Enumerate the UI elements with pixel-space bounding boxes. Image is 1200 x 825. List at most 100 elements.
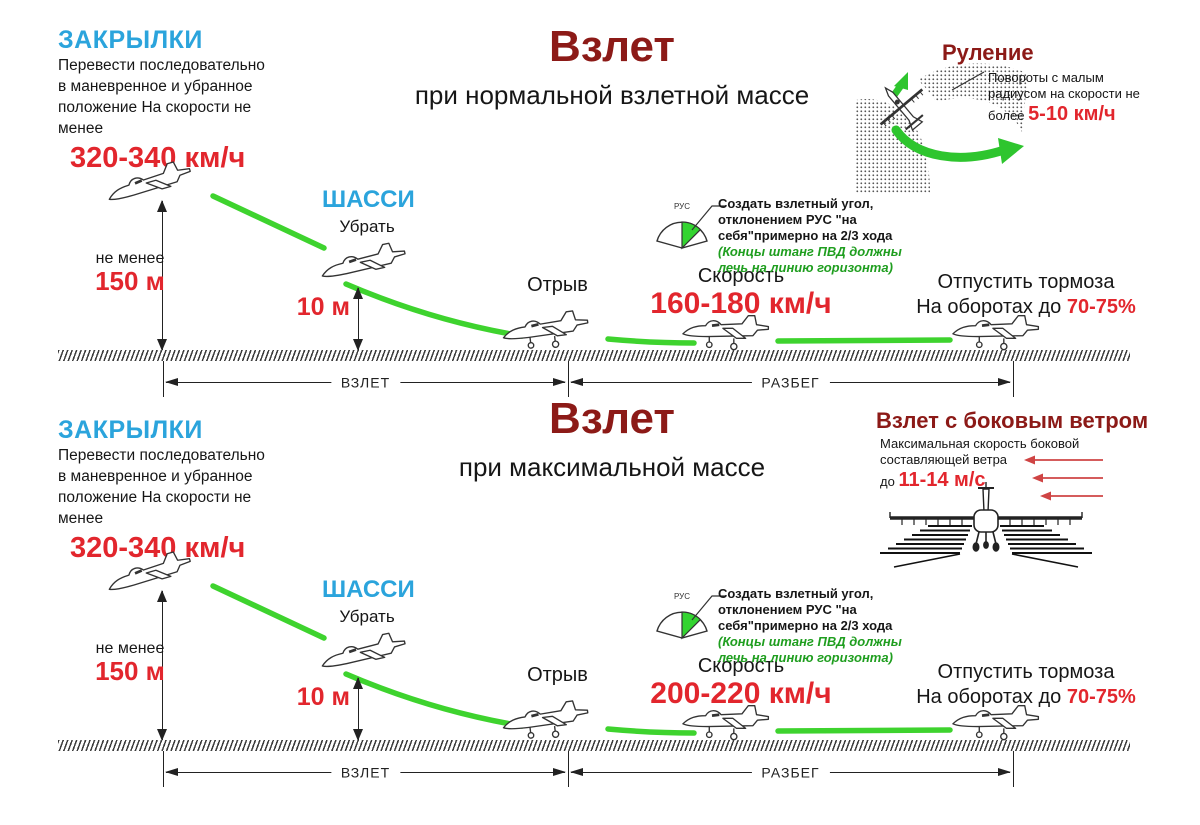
flaps-text-line: в маневренное и убранное <box>58 468 253 485</box>
aircraft-climb-icon <box>108 161 191 201</box>
flaps-heading: ЗАКРЫЛКИ <box>58 26 203 54</box>
gear-action: Убрать <box>339 217 395 236</box>
dim-takeoff: ВЗЛЕТ <box>165 374 566 391</box>
taxiing-diagram-icon <box>856 63 1028 193</box>
altitude-10m-arrow <box>353 677 363 741</box>
brakes-block: Отпустить тормоза На оборотах до 70-75% <box>901 270 1151 320</box>
liftoff-label: Отрыв <box>527 274 588 296</box>
dim-tick <box>163 751 164 787</box>
flaps-text-line: положение На скорости не <box>58 489 252 506</box>
stick-gauge-icon <box>656 595 726 640</box>
gear-heading: ШАССИ <box>322 186 415 213</box>
page-title: Взлет <box>549 22 675 71</box>
page-subtitle: при нормальной взлетной массе <box>414 80 810 110</box>
taxiing-speed-value: 5-10 км/ч <box>1028 103 1116 125</box>
flaps-speed-value: 320-340 км/ч <box>70 142 246 174</box>
crosswind-speed-value: 11-14 м/с <box>898 469 986 491</box>
stick-annotation: Создать взлетный угол, отклонением РУС "… <box>718 586 902 665</box>
aircraft-gear-up-icon <box>321 632 406 668</box>
altitude-10m-label: 10 м <box>296 293 350 321</box>
speed-block: Скорость 200-220 км/ч <box>616 655 866 709</box>
flaps-text-line: менее <box>58 510 104 527</box>
brakes-rpm-value: 70-75% <box>1066 686 1136 708</box>
stick-gauge-icon <box>656 205 726 250</box>
crosswind-speed-prefix: до <box>880 474 899 489</box>
trajectory-line <box>210 583 953 736</box>
taxiing-title: Руление <box>942 40 1034 65</box>
flaps-block: ЗАКРЫЛКИ Перевести последовательно в ман… <box>58 26 265 175</box>
brakes-rpm-value: 70-75% <box>1066 296 1136 318</box>
dim-takeoff: ВЗЛЕТ <box>165 764 566 781</box>
altitude-10m-arrow <box>353 287 363 351</box>
speed-label: Скорость <box>697 265 785 287</box>
trajectory-line <box>210 193 953 346</box>
crosswind-note-line: Максимальная скорость боковой <box>880 436 1080 451</box>
dim-tick <box>568 751 569 787</box>
taxiing-speed-prefix: более <box>988 108 1029 123</box>
dim-run: РАЗБЕГ <box>570 764 1011 781</box>
flaps-text-line: Перевести последовательно <box>58 447 265 464</box>
gear-block: ШАССИ Убрать <box>322 186 415 237</box>
dim-run: РАЗБЕГ <box>570 374 1011 391</box>
stick-gauge-label: РУС <box>674 202 691 211</box>
brakes-line2: На оборотах до 70-75% <box>916 296 1136 318</box>
flaps-text-line: менее <box>58 120 104 137</box>
gear-action: Убрать <box>339 607 395 626</box>
speed-block: Скорость 160-180 км/ч <box>616 265 866 319</box>
taxiing-note-line: Повороты с малым <box>988 70 1104 85</box>
flaps-text-line: в маневренное и убранное <box>58 78 253 95</box>
crosswind-note: Максимальная скорость боковой составляющ… <box>880 436 1079 492</box>
altitude-150m-arrow <box>157 200 167 351</box>
brakes-line1: Отпустить тормоза <box>937 661 1115 683</box>
aircraft-gear-up-icon <box>321 242 406 278</box>
aircraft-climb-icon <box>108 551 191 591</box>
liftoff-label: Отрыв <box>527 664 588 686</box>
brakes-line1: Отпустить тормоза <box>937 271 1115 293</box>
dim-run-label: РАЗБЕГ <box>751 764 830 781</box>
speed-value: 200-220 км/ч <box>650 677 832 710</box>
aircraft-brakes-icon <box>952 314 1040 351</box>
crosswind-note-line: составляющей ветра <box>880 451 1008 467</box>
page-subtitle: при максимальной массе <box>458 452 766 482</box>
speed-value: 160-180 км/ч <box>650 287 832 320</box>
aircraft-topview-icon <box>879 86 924 132</box>
dim-tick <box>1013 361 1014 397</box>
flaps-speed-value: 320-340 км/ч <box>70 532 246 564</box>
wind-arrows-icon <box>1024 455 1103 501</box>
page-title: Взлет <box>549 394 675 443</box>
brakes-line2: На оборотах до 70-75% <box>916 686 1136 708</box>
aircraft-ground-roll-icon <box>682 314 770 351</box>
dim-takeoff-label: ВЗЛЕТ <box>330 374 401 391</box>
flaps-text-line: Перевести последовательно <box>58 57 265 74</box>
runway-ground <box>58 740 1130 751</box>
gear-heading: ШАССИ <box>322 576 415 603</box>
flaps-heading: ЗАКРЫЛКИ <box>58 416 203 444</box>
altitude-150m-label: не менее 150 м <box>95 640 165 686</box>
stick-annotation: Создать взлетный угол, отклонением РУС "… <box>718 196 902 275</box>
gear-block: ШАССИ Убрать <box>322 576 415 627</box>
dim-takeoff-label: ВЗЛЕТ <box>330 764 401 781</box>
pointer-line <box>951 71 985 91</box>
altitude-150m-label: не менее 150 м <box>95 250 165 296</box>
brakes-block: Отпустить тормоза На оборотах до 70-75% <box>901 660 1151 710</box>
dim-run-label: РАЗБЕГ <box>751 374 830 391</box>
flaps-block: ЗАКРЫЛКИ Перевести последовательно в ман… <box>58 416 265 565</box>
stick-gauge-label: РУС <box>674 592 691 601</box>
aircraft-liftoff-icon <box>502 700 589 739</box>
altitude-150m-arrow <box>157 590 167 741</box>
runway-ground <box>58 350 1130 361</box>
flaps-text-line: положение На скорости не <box>58 99 252 116</box>
crosswind-title: Взлет с боковым ветром <box>876 408 1149 433</box>
altitude-10m-label: 10 м <box>296 683 350 711</box>
dim-tick <box>163 361 164 397</box>
runway-front-view-icon <box>880 482 1092 568</box>
taxiing-note-line: радиусом на скорости не <box>988 85 1140 101</box>
speed-label: Скорость <box>697 655 785 677</box>
taxiing-note: Повороты с малым радиусом на скорости не… <box>988 70 1140 126</box>
aircraft-ground-roll-icon <box>682 704 770 741</box>
aircraft-liftoff-icon <box>502 310 589 349</box>
aircraft-front-icon <box>889 482 1083 552</box>
turn-arrow-icon <box>891 125 1009 162</box>
dim-tick <box>1013 751 1014 787</box>
